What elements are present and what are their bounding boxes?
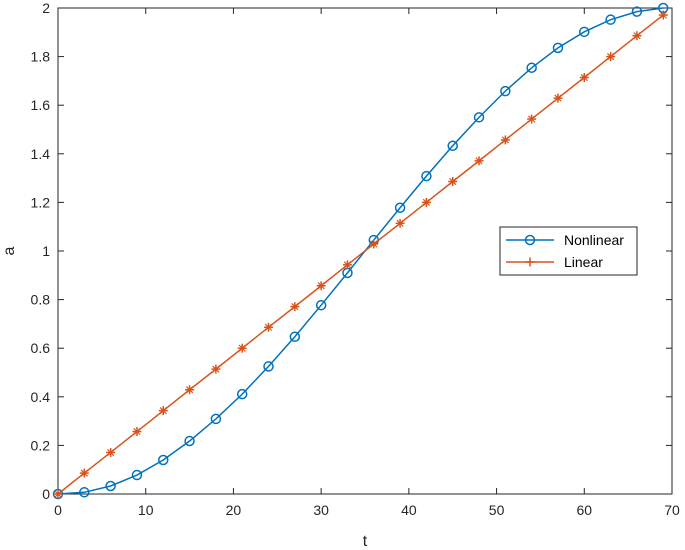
series-group [52, 2, 669, 500]
y-tick-label: 1.6 [31, 97, 51, 113]
y-axis-label: a [1, 246, 18, 255]
legend-label-nonlinear: Nonlinear [564, 232, 624, 248]
y-tick-label: 1.2 [31, 194, 51, 210]
data-point-nonlinear [184, 435, 195, 447]
data-point-nonlinear [500, 85, 511, 97]
y-tick-label: 1.8 [31, 49, 51, 65]
data-point-nonlinear [552, 42, 564, 54]
data-point-nonlinear [605, 14, 616, 25]
data-point-nonlinear [473, 112, 485, 123]
x-tick-label: 60 [576, 502, 592, 518]
data-point-linear [80, 469, 88, 477]
data-point-linear [396, 219, 404, 227]
data-point-nonlinear [158, 454, 169, 466]
data-point-nonlinear [394, 202, 406, 213]
data-point-linear [185, 386, 194, 394]
x-tick-label: 10 [138, 502, 154, 518]
axis-ticks: 0 10 20 30 40 50 60 70 0 0.2 0.4 0.6 0.8 1 1.2 1.4 1.6 1.… [31, 0, 680, 518]
x-tick-label: 20 [226, 502, 242, 518]
data-point-linear [238, 344, 246, 352]
data-point-linear [107, 448, 115, 457]
data-point-nonlinear [263, 361, 274, 372]
data-point-nonlinear [631, 6, 643, 17]
data-point-linear [370, 240, 378, 248]
data-point-nonlinear [236, 388, 248, 400]
data-point-nonlinear [526, 62, 537, 74]
data-point-nonlinear [105, 480, 116, 492]
x-tick-label: 70 [664, 502, 680, 518]
y-tick-label: 0.2 [31, 437, 51, 453]
legend-marker-nonlinear [524, 234, 536, 246]
x-tick-label: 40 [401, 502, 417, 518]
x-tick-label: 50 [489, 502, 505, 518]
data-point-linear [264, 323, 273, 331]
legend-marker-linear [525, 257, 535, 267]
legend: Nonlinear Linear [499, 226, 638, 276]
data-point-linear [133, 427, 141, 436]
y-tick-label: 1 [42, 243, 50, 259]
data-point-nonlinear [579, 26, 590, 38]
data-point-linear [212, 365, 220, 373]
data-point-linear [501, 136, 509, 144]
data-point-linear [475, 157, 483, 165]
x-tick-label: 30 [313, 502, 329, 518]
data-point-linear [449, 177, 457, 186]
data-point-linear [633, 32, 641, 40]
data-point-nonlinear [210, 413, 222, 425]
legend-label-linear: Linear [564, 254, 603, 270]
y-tick-label: 0.6 [31, 340, 51, 356]
data-point-linear [159, 407, 167, 415]
data-point-linear [343, 261, 352, 269]
data-point-nonlinear [447, 140, 458, 152]
data-point-linear [528, 115, 536, 123]
y-tick-label: 0 [42, 486, 50, 502]
x-tick-label: 0 [54, 502, 62, 518]
data-point-linear [291, 303, 299, 311]
y-tick-label: 1.4 [31, 146, 51, 162]
data-point-linear [554, 94, 562, 102]
x-axis-label: t [363, 533, 368, 550]
legend-box [499, 226, 638, 276]
data-point-linear [606, 52, 615, 61]
y-tick-label: 2 [42, 0, 50, 16]
data-point-linear [422, 198, 431, 207]
data-point-nonlinear [289, 331, 301, 343]
y-tick-label: 0.8 [31, 292, 51, 308]
data-point-linear [659, 11, 667, 19]
data-point-linear [580, 73, 588, 82]
data-point-nonlinear [421, 170, 432, 182]
data-point-linear [54, 490, 62, 498]
y-tick-label: 0.4 [31, 389, 51, 405]
data-point-nonlinear [79, 487, 90, 498]
data-point-nonlinear [131, 469, 143, 481]
series-line-linear [57, 14, 664, 495]
data-point-nonlinear [315, 299, 327, 311]
data-point-linear [317, 282, 325, 290]
